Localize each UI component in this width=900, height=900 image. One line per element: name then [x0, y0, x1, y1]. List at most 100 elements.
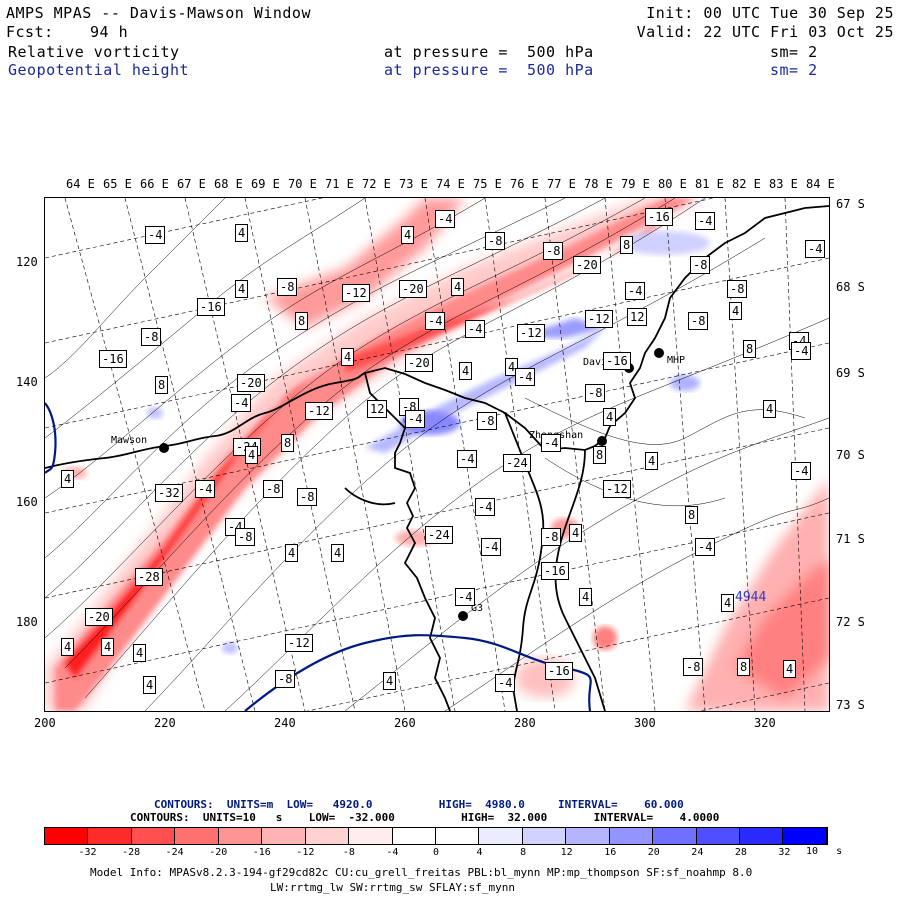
latitude-label: 71 S — [836, 532, 865, 546]
contour-label: -32 — [155, 484, 183, 502]
longitude-label: 83 E — [769, 177, 798, 191]
forecast-label: Fcst: — [6, 23, 54, 41]
y-tick-label: 140 — [16, 375, 38, 389]
contour-label: -8 — [263, 480, 284, 498]
contour-label: 4 — [235, 280, 249, 298]
colorbar-swatch — [740, 828, 784, 844]
station-marker-mhp — [654, 348, 664, 358]
station-label-g3: G3 — [471, 603, 484, 614]
longitude-label: 69 E — [251, 177, 280, 191]
colorbar-swatch — [435, 828, 480, 844]
contour-label: -4 — [405, 410, 426, 428]
longitude-label: 77 E — [547, 177, 576, 191]
contour-label: 4 — [459, 362, 473, 380]
contour-label: 4 — [61, 470, 75, 488]
longitude-label: 80 E — [658, 177, 687, 191]
contour-label: 8 — [620, 236, 634, 254]
contour-label: -8 — [727, 280, 748, 298]
contour-label: -4 — [791, 342, 812, 360]
colorbar-swatch — [218, 828, 263, 844]
x-tick-label: 240 — [274, 716, 296, 730]
longitude-label: 70 E — [288, 177, 317, 191]
contour-label: -4 — [495, 674, 516, 692]
longitude-label: 81 E — [695, 177, 724, 191]
station-label-mhp: MHP — [667, 355, 686, 366]
contour-label: 8 — [281, 434, 295, 452]
contour-label: -4 — [435, 210, 456, 228]
contour-label: -8 — [688, 312, 709, 330]
field1-smoothing: sm= 2 — [770, 43, 818, 61]
colorbar-tick-label: 32 — [778, 847, 791, 858]
field1-level: at pressure = 500 hPa — [384, 43, 594, 61]
colorbar-swatch — [392, 828, 436, 844]
contour-label: -8 — [275, 670, 296, 688]
contour-label: -8 — [683, 658, 704, 676]
contour-label: 4 — [645, 452, 659, 470]
contour-label: -4 — [541, 434, 562, 452]
contour-label: 4 — [783, 660, 797, 678]
height-contour-info: CONTOURS: UNITS=m LOW= 4920.0 HIGH= 4980… — [154, 798, 684, 811]
contour-label: -20 — [399, 280, 427, 298]
contour-label: -4 — [457, 450, 478, 468]
colorbar-swatch — [349, 828, 393, 844]
x-tick-label: 260 — [394, 716, 416, 730]
x-tick-label: 320 — [754, 716, 776, 730]
contour-label: -16 — [197, 298, 225, 316]
contour-label: -8 — [543, 242, 564, 260]
longitude-label: 74 E — [436, 177, 465, 191]
colorbar-units: 10 s — [806, 846, 843, 857]
colorbar-tick-label: 0 — [432, 847, 440, 858]
model-info: Model Info: MPASv8.2.3-194-gf29cd82c CU:… — [90, 866, 753, 879]
contour-label: -8 — [477, 412, 498, 430]
geopotential-height-contours — [45, 402, 592, 711]
longitude-label: 79 E — [621, 177, 650, 191]
colorbar-swatch — [479, 828, 523, 844]
contour-label: -4 — [515, 368, 536, 386]
height-contour-label: 4944 — [735, 590, 767, 605]
contour-label: 8 — [295, 312, 309, 330]
contour-label: -16 — [603, 352, 631, 370]
longitude-label: 76 E — [510, 177, 539, 191]
x-tick-label: 220 — [154, 716, 176, 730]
station-label-davis: Davis — [583, 357, 614, 368]
colorbar-tick-label: 12 — [560, 847, 573, 858]
longitude-label: 68 E — [214, 177, 243, 191]
contour-label: 4 — [331, 544, 345, 562]
contour-label: -8 — [141, 328, 162, 346]
vorticity-map: Mawson Davis MHP Zhongshan G3 4944 -44-4… — [44, 197, 830, 712]
contour-label: 4 — [505, 358, 519, 376]
contour-label: 4 — [401, 226, 415, 244]
colorbar-swatch — [783, 828, 827, 844]
contour-label: 4 — [235, 224, 249, 242]
field2-name: Geopotential height — [8, 61, 190, 79]
field2-level: at pressure = 500 hPa — [384, 61, 594, 79]
colorbar-tick-label: 16 — [604, 847, 617, 858]
contour-label: -4 — [805, 240, 826, 258]
colorbar-swatch — [522, 828, 567, 844]
contour-label: -12 — [285, 634, 313, 652]
colorbar-tick-label: 4 — [476, 847, 483, 858]
colorbar-swatch — [305, 828, 350, 844]
station-marker-zhongshan — [597, 436, 607, 446]
contour-label: -8 — [485, 232, 506, 250]
contour-label: 12 — [627, 308, 648, 326]
station-marker-g3 — [458, 611, 468, 621]
contour-label: -8 — [690, 256, 711, 274]
colorbar-swatch — [45, 828, 89, 844]
contour-label: 4 — [383, 672, 397, 690]
latitude-label: 69 S — [836, 366, 865, 380]
contour-label: -12 — [603, 480, 631, 498]
colorbar-tick-label: -8 — [342, 847, 355, 858]
valid-time: Valid: 22 UTC Fri 03 Oct 25 — [636, 23, 894, 41]
colorbar-swatch — [566, 828, 610, 844]
station-label-mawson: Mawson — [111, 435, 148, 446]
longitude-label: 67 E — [177, 177, 206, 191]
contour-label: -8 — [297, 488, 318, 506]
contour-label: 4 — [603, 408, 617, 426]
colorbar-tick-label: 20 — [647, 847, 660, 858]
contour-label: -4 — [481, 538, 502, 556]
contour-label: -4 — [425, 312, 446, 330]
longitude-label: 71 E — [325, 177, 354, 191]
plot-title: AMPS MPAS -- Davis-Mawson Window — [6, 4, 311, 22]
contour-label: -4 — [231, 394, 252, 412]
